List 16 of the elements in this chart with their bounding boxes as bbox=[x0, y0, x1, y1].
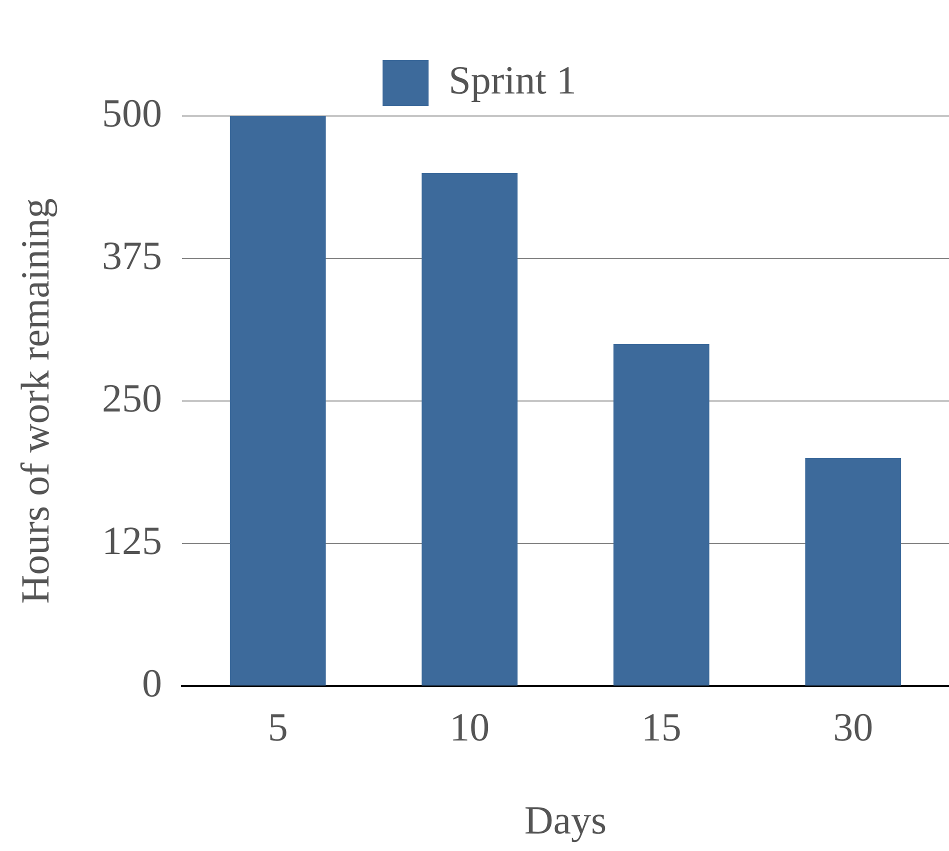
bar bbox=[613, 344, 710, 686]
y-tick-label: 0 bbox=[142, 660, 162, 706]
y-axis-title: Hours of work remaining bbox=[12, 198, 58, 604]
y-tick-label: 375 bbox=[102, 233, 162, 278]
y-tick-label: 250 bbox=[102, 376, 162, 420]
x-tick-label: 30 bbox=[833, 704, 874, 750]
bar bbox=[422, 173, 518, 686]
y-tick-label: 125 bbox=[102, 518, 162, 563]
y-tick-label: 500 bbox=[102, 90, 162, 136]
bar bbox=[230, 116, 326, 686]
legend-label: Sprint 1 bbox=[448, 58, 576, 102]
x-tick-label: 10 bbox=[450, 704, 490, 750]
bar bbox=[805, 458, 902, 686]
x-axis-title: Days bbox=[524, 798, 607, 842]
x-tick-label: 5 bbox=[268, 704, 288, 750]
x-tick-label: 15 bbox=[641, 704, 682, 750]
